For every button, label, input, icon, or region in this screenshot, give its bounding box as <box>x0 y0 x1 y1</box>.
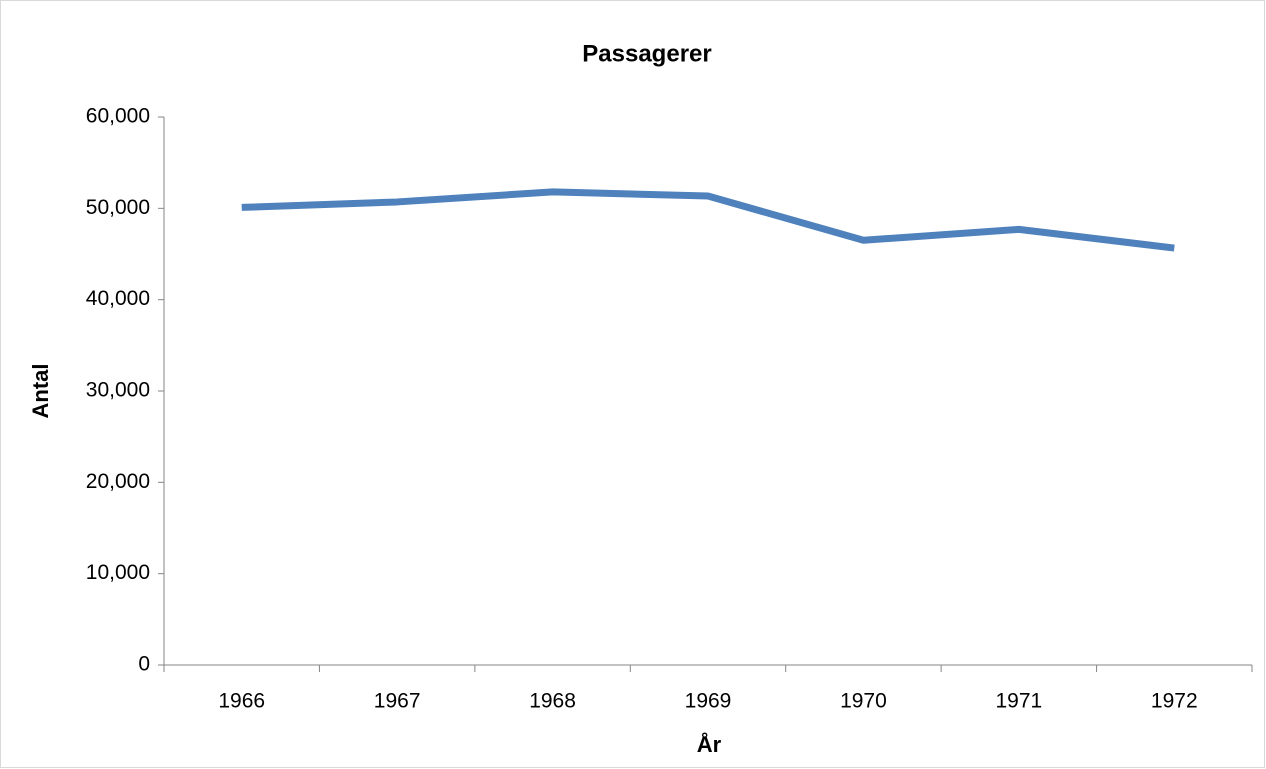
y-tick-label: 40,000 <box>86 287 150 310</box>
y-tick-label: 10,000 <box>86 561 150 584</box>
y-axis-label: Antal <box>28 364 53 419</box>
y-tick-label: 60,000 <box>86 105 150 128</box>
chart-title: Passagerer <box>582 40 711 67</box>
y-tick-label: 50,000 <box>86 196 150 219</box>
x-tick-label: 1972 <box>1151 690 1198 713</box>
x-tick-label: 1969 <box>685 690 732 713</box>
x-tick-label: 1970 <box>840 690 887 713</box>
y-tick-label: 30,000 <box>86 379 150 402</box>
data-line <box>241 188 1175 252</box>
x-tick-label: 1966 <box>218 690 265 713</box>
y-tick-label: 20,000 <box>86 470 150 493</box>
x-tick-label: 1971 <box>995 690 1042 713</box>
x-tick-label: 1967 <box>374 690 421 713</box>
y-tick-label: 0 <box>138 653 150 676</box>
x-tick-label: 1968 <box>529 690 576 713</box>
x-axis-label: År <box>697 731 722 757</box>
